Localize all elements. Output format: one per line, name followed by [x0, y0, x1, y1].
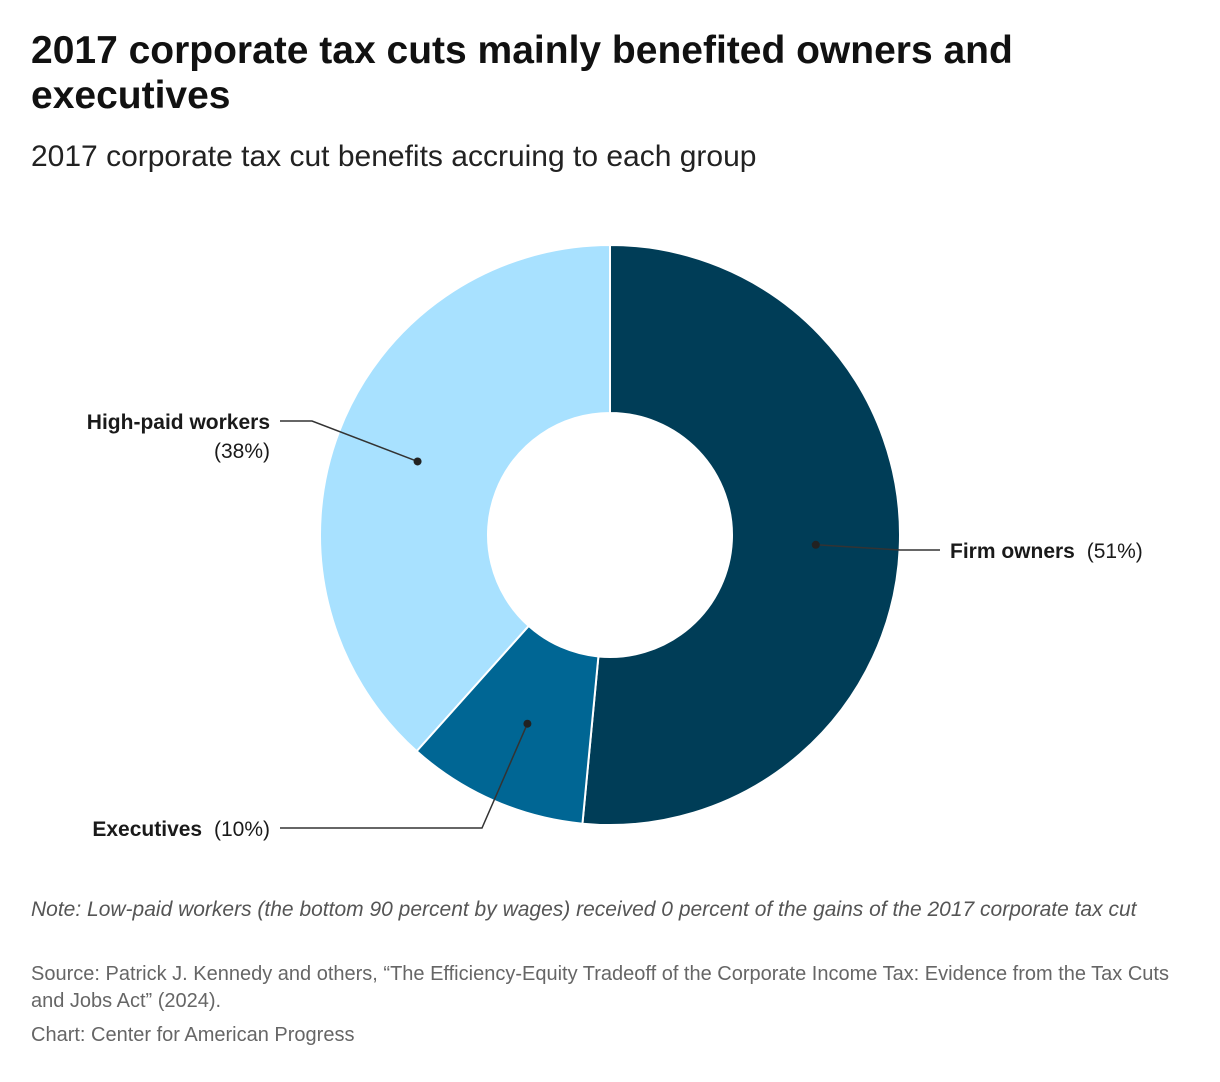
- label-firm-owners: Firm owners (51%): [950, 540, 1143, 563]
- chart-source: Source: Patrick J. Kennedy and others, “…: [31, 963, 1169, 1012]
- donut-chart: Firm owners (51%) High-paid workers (38%…: [87, 243, 1143, 841]
- label-executives: Executives (10%): [92, 818, 270, 841]
- label-firm-owners-name: Firm owners: [950, 540, 1075, 563]
- chart-subtitle: 2017 corporate tax cut benefits accruing…: [31, 140, 757, 173]
- chart-note: Note: Low-paid workers (the bottom 90 pe…: [31, 898, 1137, 921]
- label-firm-owners-value: (51%): [1087, 540, 1143, 563]
- leader-line-high-paid-workers: [280, 420, 418, 463]
- label-high-paid-workers-name: High-paid workers: [87, 411, 270, 434]
- chart-title: 2017 corporate tax cuts mainly benefited…: [31, 29, 1013, 117]
- leader-dot-firm-owners: [811, 540, 820, 549]
- slice-firm-owners: [581, 243, 901, 826]
- slice-high-paid-workers: [319, 243, 611, 753]
- leader-dot-high-paid-workers: [413, 457, 422, 466]
- leader-dot-executives: [523, 719, 532, 728]
- label-executives-name: Executives: [92, 818, 202, 841]
- leader-line-executives: [280, 723, 529, 829]
- leader-line-firm-owners: [815, 544, 940, 551]
- label-high-paid-workers-value: (38%): [214, 440, 270, 463]
- chart-credit: Chart: Center for American Progress: [31, 1024, 355, 1046]
- label-executives-value: (10%): [214, 818, 270, 841]
